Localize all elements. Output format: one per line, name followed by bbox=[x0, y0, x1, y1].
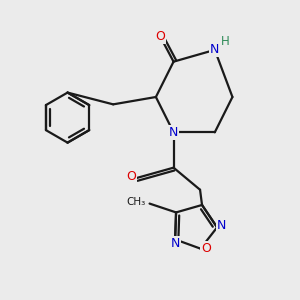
Text: N: N bbox=[210, 44, 220, 56]
Text: O: O bbox=[155, 30, 165, 43]
Text: O: O bbox=[201, 242, 211, 255]
Text: N: N bbox=[217, 219, 226, 232]
Text: CH₃: CH₃ bbox=[127, 197, 146, 207]
Text: N: N bbox=[170, 237, 180, 250]
Text: N: N bbox=[169, 126, 178, 139]
Text: H: H bbox=[221, 34, 230, 48]
Text: O: O bbox=[127, 170, 136, 183]
